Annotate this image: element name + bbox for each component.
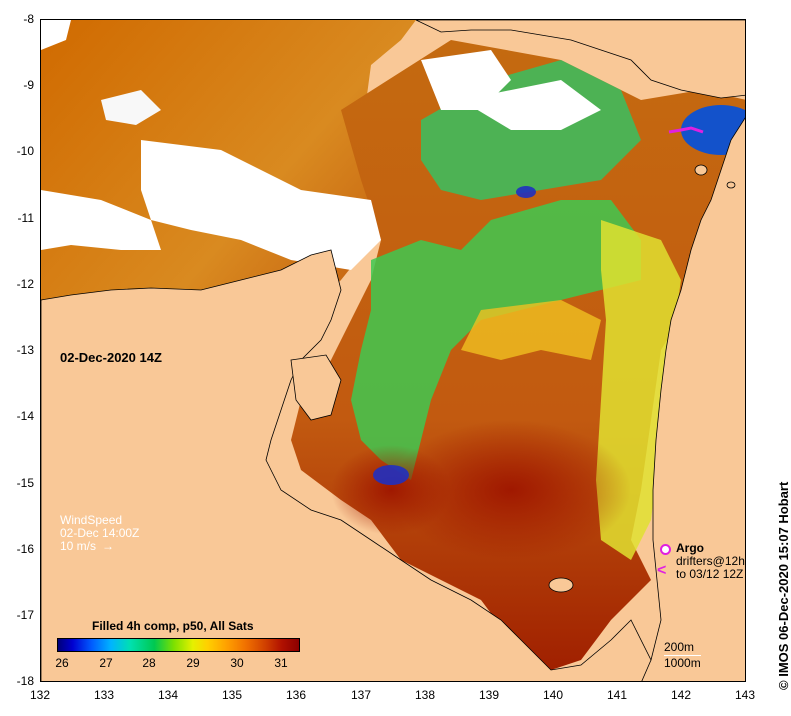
depth-1000m: 1000m <box>664 656 701 670</box>
cold-patch-ne <box>681 105 745 155</box>
colorbar-tick: 31 <box>274 656 288 670</box>
y-tick-label: -12 <box>16 277 34 291</box>
drifter-line-1: drifters@12h <box>676 554 745 568</box>
y-tick-label: -15 <box>16 476 34 490</box>
cloud-1 <box>141 140 381 270</box>
warm-core <box>391 420 631 560</box>
x-tick-label: 133 <box>93 688 115 702</box>
wind-arrow-icon: → <box>102 539 115 553</box>
colorbar-tick: 28 <box>142 656 156 670</box>
temperature-colorbar <box>57 638 300 652</box>
y-tick-label: -16 <box>16 542 34 556</box>
sst-image <box>41 20 745 681</box>
cloud-2 <box>41 190 161 250</box>
colorbar-tick: 29 <box>186 656 200 670</box>
colorbar-tick: 26 <box>55 656 69 670</box>
composite-time-label: 02-Dec-2020 14Z <box>60 350 162 365</box>
x-tick-label: 139 <box>478 688 500 702</box>
y-tick-label: -10 <box>16 144 34 158</box>
mornington-island <box>548 577 574 593</box>
wind-title: WindSpeed <box>60 513 123 527</box>
y-tick-label: -14 <box>16 409 34 423</box>
wind-time: 02-Dec 14:00Z <box>60 526 140 540</box>
depth-contour-legend: 200m 1000m <box>664 640 701 671</box>
x-tick-label: 137 <box>350 688 372 702</box>
x-tick-label: 142 <box>670 688 692 702</box>
copyright-symbol: © <box>776 680 791 690</box>
x-tick-label: 132 <box>29 688 51 702</box>
colorbar-title: Filled 4h comp, p50, All Sats <box>92 619 254 633</box>
cloud-4 <box>461 80 601 130</box>
x-tick-label: 141 <box>606 688 628 702</box>
sst-map <box>40 19 746 682</box>
wind-legend: WindSpeed 02-Dec 14:00Z 10 m/s → <box>60 514 139 553</box>
northern-territory-land <box>41 249 652 681</box>
y-tick-label: -13 <box>16 343 34 357</box>
y-tick-label: -11 <box>17 211 34 225</box>
x-tick-label: 140 <box>542 688 564 702</box>
x-tick-label: 135 <box>221 688 243 702</box>
y-tick-label: -9 <box>23 78 34 92</box>
y-tick-label: -8 <box>23 12 34 26</box>
y-tick-label: -18 <box>16 674 34 688</box>
x-tick-label: 134 <box>157 688 179 702</box>
colorbar-tick: 27 <box>99 656 113 670</box>
credit-text: IMOS 06-Dec-2020 15:07 Hobart <box>776 481 791 677</box>
x-tick-label: 143 <box>734 688 756 702</box>
drifter-line-2: to 03/12 12Z <box>676 567 744 581</box>
x-tick-label: 138 <box>414 688 436 702</box>
cool-band <box>351 200 641 480</box>
wind-scale: 10 m/s <box>60 539 97 553</box>
depth-200m: 200m <box>664 640 701 656</box>
drifter-track <box>668 126 704 134</box>
argo-label: Argo <box>676 541 704 555</box>
drifter-chevron-icon: < <box>657 562 667 579</box>
drifter-legend: drifters@12h to 03/12 12Z <box>676 555 745 581</box>
cloud-5 <box>41 20 71 50</box>
cloud-6 <box>101 90 161 125</box>
groote-eylandt <box>290 354 342 421</box>
x-tick-label: 136 <box>285 688 307 702</box>
credit-line: © IMOS 06-Dec-2020 15:07 Hobart <box>776 482 791 690</box>
argo-float-icon <box>660 544 671 555</box>
new-guinea-land <box>415 20 745 99</box>
yellow-band-center <box>461 300 601 360</box>
y-tick-label: -17 <box>16 608 34 622</box>
colorbar-tick: 30 <box>230 656 244 670</box>
